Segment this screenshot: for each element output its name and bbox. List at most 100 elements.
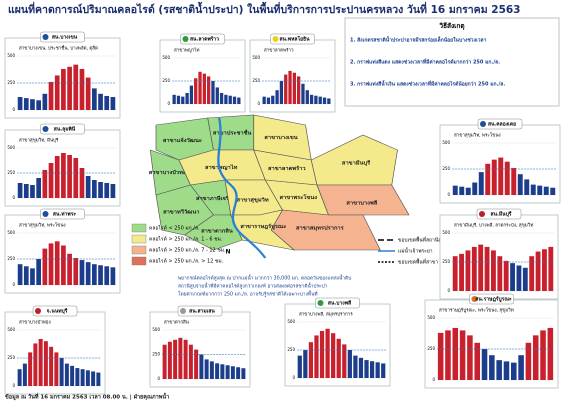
bar: [104, 95, 110, 110]
bar: [297, 76, 301, 104]
y-tick-label: 250: [442, 166, 450, 171]
y-tick-label: 500: [442, 140, 450, 145]
bar: [459, 253, 464, 291]
bar: [85, 77, 91, 110]
bar: [375, 362, 380, 378]
bar: [543, 186, 549, 195]
bar: [467, 335, 473, 380]
panel-subtitle: สาขาราษฎร์บูรณะ, พระโขนง, สุขุมวิท: [439, 307, 514, 314]
bar: [202, 73, 206, 104]
panel-label: สน.ท่าพระ: [53, 211, 76, 218]
bar: [17, 369, 22, 386]
panel-label-box: [40, 123, 85, 135]
river: [217, 117, 267, 259]
bar: [36, 100, 42, 110]
panel-label-box: [40, 208, 85, 220]
footer: ข้อมูล ณ วันที่ 16 มกราคม 2563 เวลา 08.0…: [5, 392, 169, 402]
y-tick-label: 500: [427, 315, 435, 320]
legend-swatch: [131, 256, 147, 266]
bar: [215, 87, 219, 104]
bar: [524, 179, 530, 195]
bar: [517, 174, 523, 195]
bar: [79, 260, 85, 285]
panel-subtitle: สาขาบางพลี, สมุทรปราการ: [299, 312, 353, 318]
bar: [309, 94, 314, 104]
bar: [198, 71, 202, 104]
bar: [30, 99, 35, 110]
bar: [162, 344, 167, 379]
bar: [178, 337, 183, 379]
bar: [42, 93, 48, 110]
bar: [91, 371, 96, 386]
y-tick-label: 500: [162, 55, 170, 60]
guide-item: 1. สังเกตรสชาติน้ำประปาอาจมีรสกร่อยเล็กน…: [350, 35, 487, 44]
bar: [353, 355, 358, 378]
bar: [236, 367, 241, 379]
bar: [215, 363, 220, 379]
bar: [42, 170, 48, 198]
bar: [511, 167, 517, 195]
bar: [104, 266, 110, 285]
bar: [30, 185, 35, 198]
bar: [530, 184, 536, 195]
bar: [503, 260, 509, 291]
bar: [61, 153, 66, 198]
y-tick-label: 250: [7, 80, 15, 85]
bar: [288, 70, 292, 104]
district-label: สาขาสุขุมวิท: [237, 197, 270, 203]
bar: [91, 88, 97, 110]
bar: [199, 354, 204, 379]
panel-label: สน.บางเขน: [52, 35, 78, 41]
bar: [54, 241, 60, 285]
y-tick-label: 500: [7, 53, 15, 58]
bar: [358, 357, 364, 378]
bar: [80, 369, 85, 386]
bar: [183, 339, 188, 379]
bar: [381, 363, 386, 378]
legend-label: คลอไรด์ < 250 มก./ล.: [149, 225, 200, 232]
y-tick-label: 250: [252, 78, 260, 83]
north-arrow: N: [225, 249, 230, 256]
map: สาขาแจ้งวัฒนะ สาขาประชาชื่นสาขาบางเขนสาขา…: [149, 114, 410, 259]
y-tick-label: 0: [12, 282, 15, 287]
district-label: สาขาบางบัวทอง: [149, 169, 190, 175]
bar: [79, 68, 85, 110]
bar: [336, 338, 341, 378]
bar: [209, 361, 214, 379]
bar: [54, 75, 60, 110]
bar: [67, 253, 72, 285]
panel-subtitle: สาขาลาดพร้าว: [264, 48, 294, 54]
panel-subtitle: สาขามีนบุรี, บางพลี, ลาดกระบัง, สุขุมวิท: [454, 223, 533, 229]
bar: [485, 163, 491, 195]
bar: [17, 264, 23, 285]
bar: [98, 182, 103, 198]
bar: [185, 92, 189, 104]
bar: [331, 333, 336, 378]
bar: [314, 335, 319, 378]
district-label: สาขาบางพลี: [346, 200, 377, 206]
note: สถานีสูบจ่ายน้ำที่มีค่าคลอไรด์สูงกว่าเกณ…: [178, 282, 328, 290]
panel-subtitle: สาขาสุขุมวิท, พระโขนง: [454, 132, 501, 139]
guide-box: [344, 17, 560, 107]
district-label: สาขาตากสิน: [201, 228, 233, 234]
panel-label: สน.มีนบุรี: [491, 211, 512, 218]
y-tick-label: 250: [162, 78, 170, 83]
panel-label-box: [177, 305, 223, 317]
panel-badge: [480, 121, 486, 127]
note: โดยค่าเกณฑ์มากกว่า 250 มก./ล. อาจรับรู้ร…: [178, 290, 318, 298]
panel-label-box: [477, 118, 523, 130]
bar: [73, 158, 79, 198]
y-tick-label: 0: [157, 376, 160, 381]
bar: [91, 264, 97, 285]
bar: [67, 66, 72, 110]
bar: [48, 163, 54, 198]
bar: [23, 266, 29, 285]
bar: [110, 267, 116, 285]
bar: [305, 90, 309, 104]
panel-label-box: [32, 305, 78, 317]
bar: [537, 185, 543, 195]
bar: [85, 370, 90, 386]
bar: [314, 95, 318, 104]
bar: [23, 98, 29, 110]
district-label: สาขาประชาชื่น: [213, 129, 252, 136]
